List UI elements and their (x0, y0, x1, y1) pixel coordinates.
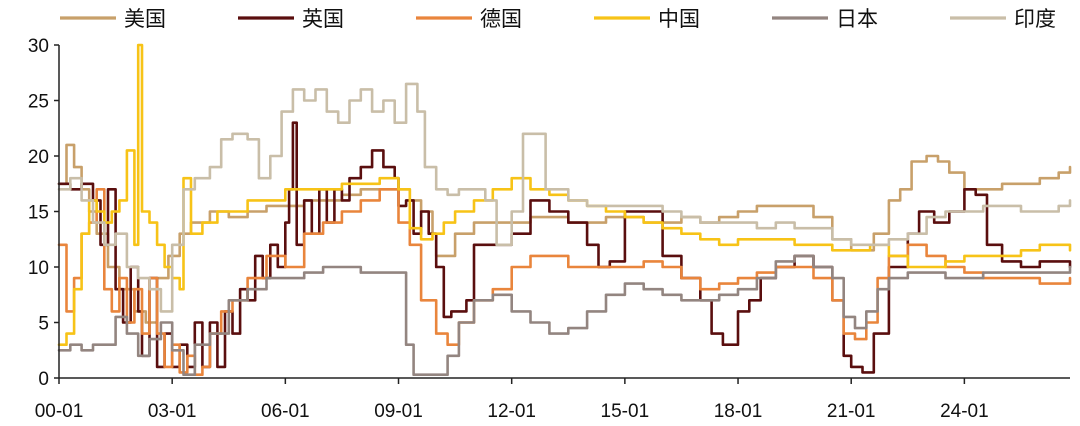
y-ticks: 0 5 10 15 20 25 30 (28, 36, 59, 390)
y-tick-label: 0 (38, 369, 49, 390)
legend-label: 德国 (480, 7, 522, 31)
series-layer (57, 43, 1072, 376)
series-line-2 (57, 188, 1072, 376)
x-tick-label: 03-01 (148, 401, 197, 422)
x-tick-label: 06-01 (261, 401, 310, 422)
legend-label: 英国 (302, 7, 344, 31)
legend-label: 印度 (1014, 7, 1056, 31)
x-tick-label: 21-01 (827, 401, 876, 422)
y-tick-label: 25 (28, 92, 49, 113)
x-tick-label: 12-01 (487, 401, 536, 422)
y-tick-label: 15 (28, 203, 49, 224)
x-tick-label: 15-01 (601, 401, 650, 422)
y-tick-label: 20 (28, 147, 49, 168)
x-ticks: 00-01 03-01 06-01 09-01 12-01 15-01 18-01 21-01… (35, 378, 989, 422)
series-line-1 (57, 121, 1072, 374)
x-tick-label: 00-01 (35, 401, 84, 422)
x-tick-label: 09-01 (374, 401, 423, 422)
series-line-4 (57, 254, 1072, 376)
legend-label: 美国 (124, 7, 166, 31)
y-tick-label: 30 (28, 36, 49, 57)
y-tick-label: 5 (38, 314, 49, 335)
legend-label: 中国 (658, 7, 700, 31)
x-tick-label: 18-01 (714, 401, 763, 422)
series-line-5 (57, 82, 1072, 313)
series-line-3 (57, 43, 1072, 346)
legend: 美国 英国 德国 中国 日本 印度 (60, 7, 1056, 31)
x-tick-label: 24-01 (940, 401, 989, 422)
y-tick-label: 10 (28, 258, 49, 279)
legend-label: 日本 (836, 7, 878, 31)
